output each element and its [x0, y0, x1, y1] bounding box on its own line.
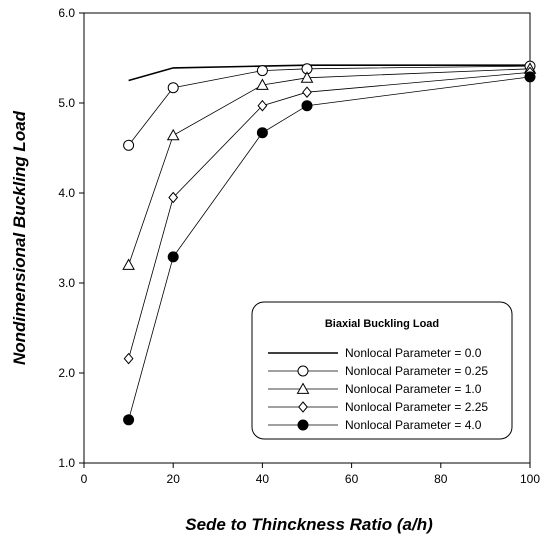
legend: Biaxial Buckling Load Nonlocal Parameter …: [251, 301, 513, 440]
y-tick-label: 4.0: [58, 186, 75, 200]
data-point: [524, 71, 536, 83]
data-point: [167, 251, 179, 263]
plot-frame: [83, 12, 531, 464]
legend-label: Nonlocal Parameter = 4.0: [345, 418, 482, 432]
data-point: [122, 258, 135, 270]
x-tick-label: 80: [434, 472, 448, 486]
x-tick-label: 100: [520, 472, 540, 486]
data-point: [167, 82, 179, 94]
x-tick-label: 0: [81, 472, 88, 486]
axes-group: 0 20 40 60 80 100 1.0 2.0 3.0 4.0 5.0 6.0: [58, 6, 540, 486]
legend-marker: [297, 419, 309, 431]
legend-item-1: Nonlocal Parameter = 0.25: [268, 364, 488, 378]
legend-label: Nonlocal Parameter = 1.0: [345, 382, 482, 396]
legend-box: [251, 301, 513, 440]
x-tick-label: 40: [256, 472, 270, 486]
y-axis-title: Nondimensional Buckling Load: [10, 110, 29, 365]
data-point: [300, 71, 314, 83]
series-group: [122, 60, 537, 426]
y-tick-label: 5.0: [58, 96, 75, 110]
y-tick-label: 3.0: [58, 276, 75, 290]
data-point: [123, 139, 135, 151]
y-tick-label: 1.0: [58, 456, 75, 470]
legend-item-4: Nonlocal Parameter = 4.0: [268, 418, 482, 432]
y-tick-label: 6.0: [58, 6, 75, 20]
legend-title: Biaxial Buckling Load: [325, 318, 439, 330]
legend-item-0: Nonlocal Parameter = 0.0: [268, 346, 482, 360]
legend-label: Nonlocal Parameter = 0.0: [345, 346, 482, 360]
legend-marker: [296, 382, 310, 394]
series-2: [122, 62, 537, 270]
data-point: [301, 100, 313, 112]
data-point: [256, 78, 269, 90]
data-point: [123, 352, 134, 365]
data-point: [256, 65, 268, 77]
data-point: [256, 127, 268, 139]
x-tick-label: 20: [167, 472, 181, 486]
series-4: [123, 71, 536, 426]
x-tick-label: 60: [345, 472, 359, 486]
data-point: [257, 99, 268, 112]
legend-item-3: Nonlocal Parameter = 2.25: [268, 400, 488, 414]
series-line: [128, 64, 530, 82]
x-axis-title: Sede to Thinckness Ratio (a/h): [185, 515, 433, 534]
series-1: [123, 60, 536, 151]
legend-marker: [298, 401, 308, 413]
data-point: [123, 414, 135, 426]
legend-label: Nonlocal Parameter = 2.25: [345, 400, 488, 414]
data-point: [302, 86, 312, 98]
legend-label: Nonlocal Parameter = 0.25: [345, 364, 488, 378]
y-tick-label: 2.0: [58, 366, 75, 380]
data-point: [166, 128, 180, 141]
plot-area-group: [83, 12, 531, 464]
data-point: [168, 191, 179, 204]
series-0: [128, 64, 530, 82]
legend-marker: [297, 365, 309, 377]
legend-item-2: Nonlocal Parameter = 1.0: [268, 382, 482, 396]
